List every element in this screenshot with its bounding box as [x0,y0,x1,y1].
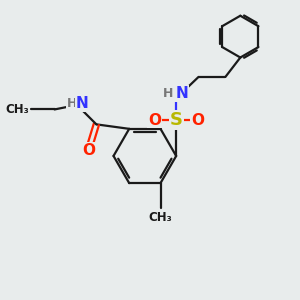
Text: H: H [163,87,173,100]
Text: CH₃: CH₃ [148,211,172,224]
Text: O: O [82,143,95,158]
Text: N: N [76,96,89,111]
Text: S: S [170,111,183,129]
Text: O: O [191,113,204,128]
Text: CH₃: CH₃ [5,103,29,116]
Text: H: H [66,97,77,110]
Text: O: O [148,113,161,128]
Text: N: N [175,86,188,101]
